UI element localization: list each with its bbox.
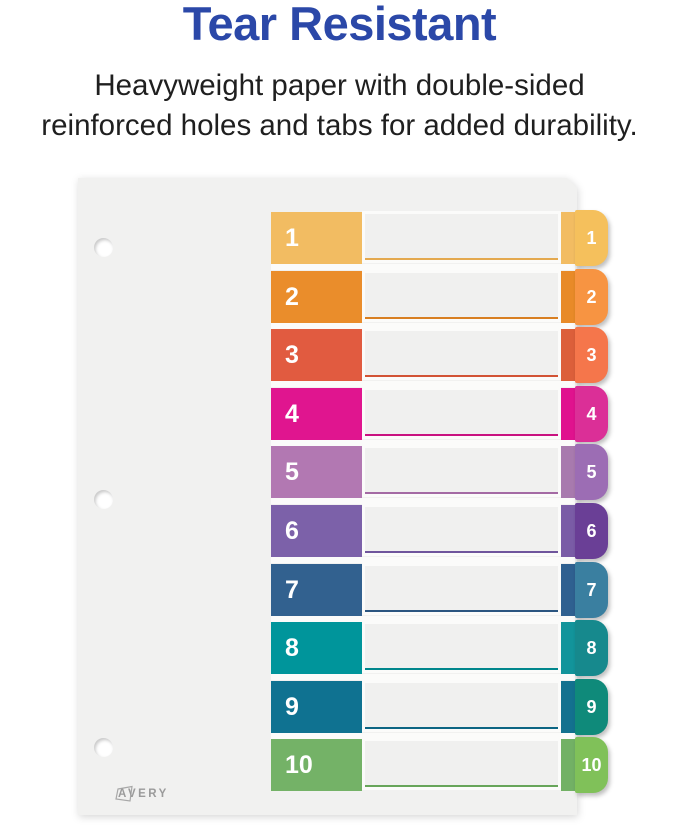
- row-number: 4: [285, 400, 299, 428]
- row-number-block: 4: [271, 388, 362, 440]
- divider-row: 4: [78, 388, 577, 446]
- divider-sheet-wrap: 1 2 3 4 5 6: [78, 178, 608, 826]
- avery-logo: AVERY: [115, 785, 169, 804]
- row-edge-strip: [561, 681, 575, 733]
- divider-sheet: 1 2 3 4 5 6: [78, 178, 577, 815]
- row-edge-strip: [561, 271, 575, 323]
- divider-row: 10: [78, 739, 577, 791]
- row-rule-line: [365, 683, 558, 729]
- row-number-block: 1: [271, 212, 362, 264]
- row-number-block: 3: [271, 329, 362, 381]
- subtitle-line-2: reinforced holes and tabs for added dura…: [41, 109, 638, 142]
- punch-hole-bottom: [94, 738, 113, 757]
- row-rule-line: [365, 390, 558, 436]
- divider-row: 9: [78, 681, 577, 739]
- row-number-block: 7: [271, 564, 362, 616]
- row-number-block: 8: [271, 622, 362, 674]
- punch-hole-top: [94, 238, 113, 257]
- row-number: 5: [285, 458, 299, 486]
- row-rule-line: [365, 331, 558, 377]
- row-number-block: 5: [271, 446, 362, 498]
- row-number: 9: [285, 693, 299, 721]
- row-rule-line: [365, 448, 558, 494]
- divider-row: 5: [78, 446, 577, 504]
- divider-row: 2: [78, 271, 577, 329]
- row-rule-line: [365, 507, 558, 553]
- page-title: Tear Resistant: [182, 0, 497, 50]
- row-rule-line: [365, 273, 558, 319]
- row-number: 6: [285, 517, 299, 545]
- row-number-block: 6: [271, 505, 362, 557]
- avery-logo-outline-icon: [115, 785, 133, 802]
- row-number: 3: [285, 341, 299, 369]
- row-number: 10: [285, 751, 313, 779]
- divider-row: 3: [78, 329, 577, 387]
- row-separator: [271, 733, 575, 739]
- subtitle-line-1: Heavyweight paper with double-sided: [94, 69, 585, 102]
- row-separator: [271, 616, 575, 622]
- divider-row: 1: [78, 212, 577, 270]
- punch-hole-middle: [94, 490, 113, 509]
- row-edge-strip: [561, 739, 575, 791]
- row-edge-strip: [561, 388, 575, 440]
- row-number-block: 10: [271, 739, 362, 791]
- avery-logo-text: AVERY: [118, 788, 169, 800]
- row-edge-strip: [561, 564, 575, 616]
- row-separator: [271, 264, 575, 270]
- row-separator: [271, 557, 575, 563]
- row-number-block: 9: [271, 681, 362, 733]
- row-number-block: 2: [271, 271, 362, 323]
- row-edge-strip: [561, 329, 575, 381]
- row-separator: [271, 381, 575, 387]
- row-rule-line: [365, 214, 558, 260]
- row-separator: [271, 498, 575, 504]
- row-edge-strip: [561, 622, 575, 674]
- page-subtitle: Heavyweight paper with double-sided rein…: [0, 66, 679, 146]
- row-separator: [271, 674, 575, 680]
- row-edge-strip: [561, 446, 575, 498]
- divider-row: 7: [78, 564, 577, 622]
- row-separator: [271, 440, 575, 446]
- row-rule-line: [365, 741, 558, 787]
- row-number: 2: [285, 283, 299, 311]
- row-number: 1: [285, 224, 299, 252]
- row-number: 8: [285, 634, 299, 662]
- divider-row: 8: [78, 622, 577, 680]
- row-rule-line: [365, 566, 558, 612]
- row-separator: [271, 323, 575, 329]
- row-edge-strip: [561, 505, 575, 557]
- row-number: 7: [285, 576, 299, 604]
- divider-row: 6: [78, 505, 577, 563]
- row-rule-line: [365, 624, 558, 670]
- row-edge-strip: [561, 212, 575, 264]
